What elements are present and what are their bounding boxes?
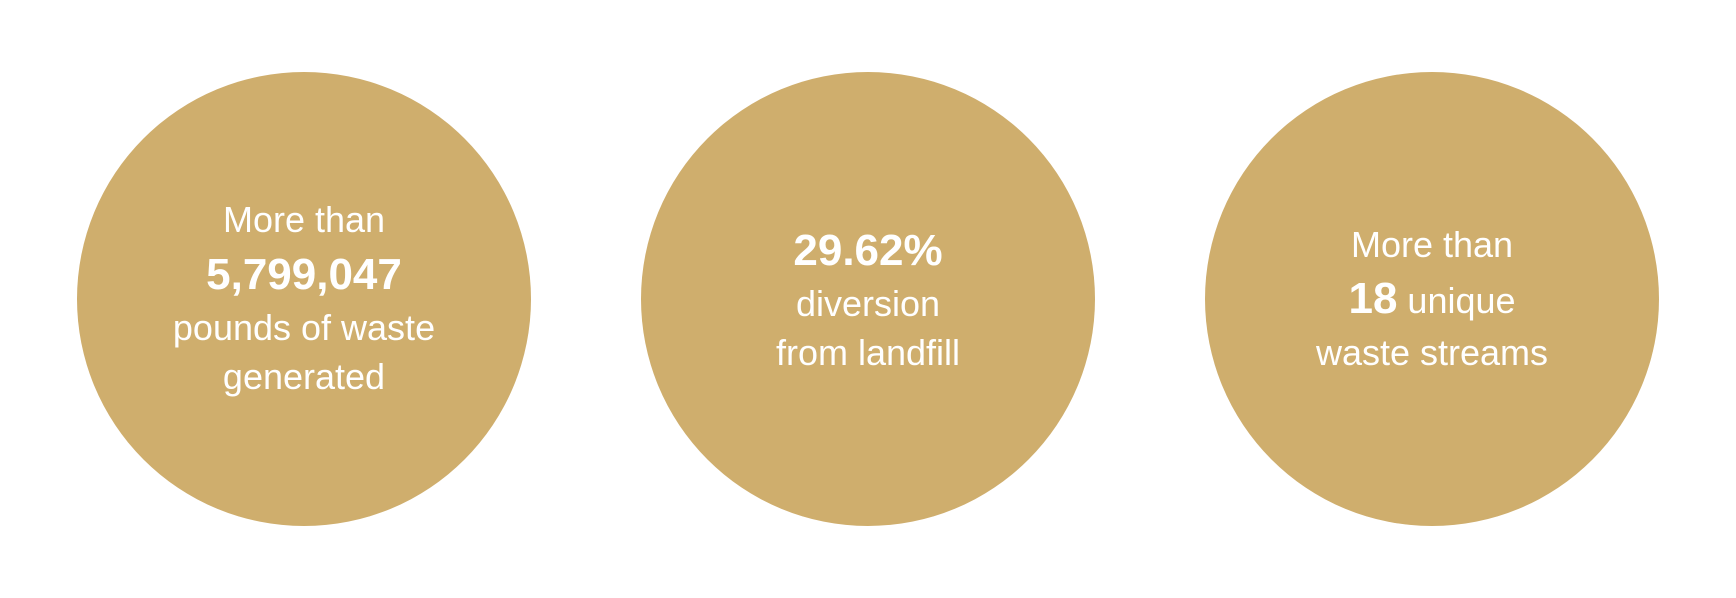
stat-text-line: 29.62% [793, 221, 942, 280]
stat-circles-container: More than 5,799,047 pounds of waste gene… [77, 72, 1659, 526]
text-regular: More than [223, 199, 385, 240]
stat-text-line: 5,799,047 [206, 245, 402, 304]
stat-circle-waste-streams: More than 18 unique waste streams [1205, 72, 1659, 526]
stat-text-line: 18 unique [1348, 269, 1515, 328]
text-regular: diversion [796, 283, 940, 324]
text-regular: More than [1351, 224, 1513, 265]
text-bold: 18 [1348, 274, 1397, 323]
stat-text-line: More than [223, 196, 385, 245]
stat-text-line: waste streams [1316, 329, 1548, 378]
stat-text-line: pounds of waste [173, 304, 435, 353]
text-bold: 5,799,047 [206, 250, 402, 299]
text-regular: from landfill [776, 332, 960, 373]
stat-text-line: generated [223, 353, 385, 402]
stat-text-line: from landfill [776, 329, 960, 378]
stat-text-line: More than [1351, 221, 1513, 270]
stat-circle-waste-generated: More than 5,799,047 pounds of waste gene… [77, 72, 531, 526]
text-regular: waste streams [1316, 332, 1548, 373]
text-regular: unique [1397, 280, 1515, 321]
stat-text-line: diversion [796, 280, 940, 329]
text-regular: pounds of waste [173, 307, 435, 348]
text-regular: generated [223, 356, 385, 397]
stat-circle-diversion: 29.62% diversion from landfill [641, 72, 1095, 526]
text-bold: 29.62% [793, 226, 942, 275]
